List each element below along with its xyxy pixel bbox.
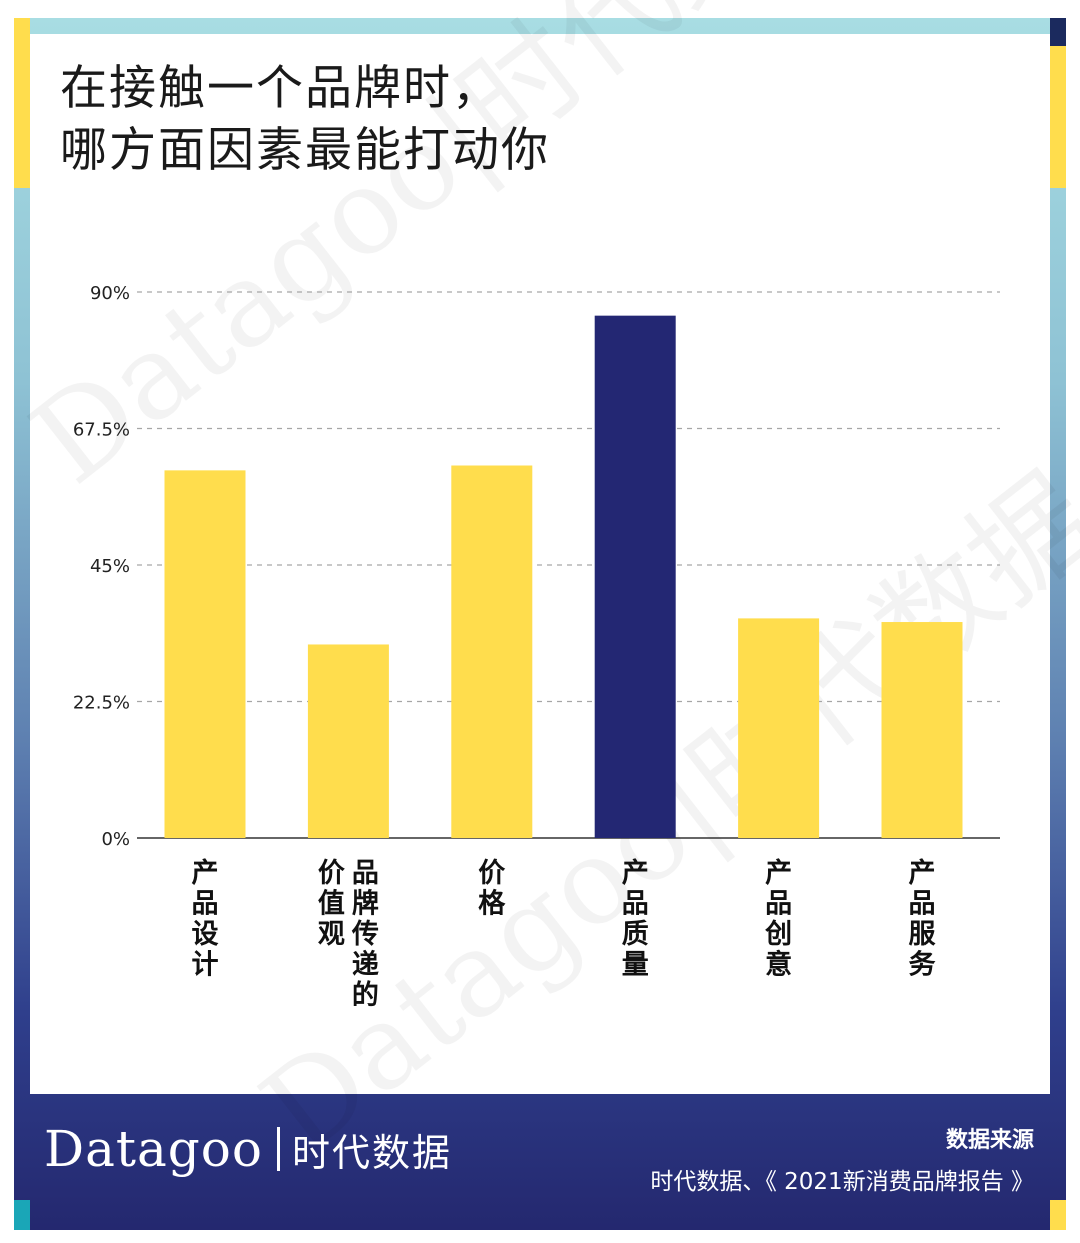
x-tick-label: 产 (765, 858, 792, 889)
x-tick-label: 递 (352, 949, 379, 981)
x-tick-label: 品 (765, 889, 792, 920)
x-tick-label: 品 (192, 889, 219, 920)
x-tick-label: 量 (622, 950, 649, 981)
x-tick-label: 创 (764, 919, 792, 950)
bar (881, 622, 963, 838)
x-tick-label: 服 (909, 919, 937, 950)
y-tick-label: 22.5% (73, 693, 130, 714)
bar (738, 618, 820, 838)
logo-text-en: Datagoo (44, 1120, 264, 1178)
source-title: 数据来源 (945, 1128, 1034, 1153)
bar (451, 465, 533, 838)
x-tick-label: 格 (478, 889, 506, 920)
y-tick-label: 67.5% (73, 420, 130, 441)
yellow-accent-top-left (14, 18, 30, 188)
chart-title: 在接触一个品牌时， 哪方面因素最能打动你 (60, 58, 550, 182)
x-tick-label: 的 (352, 979, 379, 1011)
logo-text-cn: 时代数据 (292, 1130, 453, 1175)
source-text: 时代数据、《 2021新消费品牌报告 》 (650, 1169, 1034, 1195)
x-tick-label: 值 (318, 889, 345, 920)
x-tick-label: 质 (622, 919, 649, 950)
navy-accent-top-right (1050, 18, 1066, 46)
x-tick-label: 品 (352, 858, 379, 889)
bar (594, 315, 676, 838)
x-tick-label: 牌 (352, 889, 379, 920)
x-tick-label: 意 (765, 949, 792, 981)
x-tick-label: 产 (909, 858, 936, 889)
datagoo-logo: Datagoo 时代数据 (44, 1120, 452, 1178)
yellow-accent-right (1050, 46, 1066, 188)
x-tick-label: 产 (192, 858, 219, 889)
x-tick-label: 务 (909, 950, 936, 981)
y-tick-label: 90% (90, 283, 130, 304)
logo-separator (277, 1127, 281, 1171)
x-tick-label: 品 (909, 889, 936, 920)
x-tick-label: 价 (318, 858, 346, 889)
x-tick-label: 价 (478, 858, 506, 889)
yellow-accent-bottom-right (1050, 1200, 1066, 1230)
x-tick-label: 品 (622, 889, 649, 920)
y-tick-label: 45% (90, 556, 130, 577)
y-tick-label: 0% (101, 829, 130, 850)
x-tick-label: 设 (192, 919, 219, 950)
x-tick-label: 计 (192, 950, 219, 981)
title-line-2: 哪方面因素最能打动你 (60, 123, 550, 178)
bar (307, 644, 389, 838)
teal-accent-bottom-left (14, 1200, 30, 1230)
data-source: 数据来源 时代数据、《 2021新消费品牌报告 》 (650, 1122, 1034, 1196)
title-line-1: 在接触一个品牌时， (60, 61, 501, 116)
x-tick-label: 观 (318, 919, 345, 950)
x-tick-label: 传 (351, 919, 379, 950)
x-tick-label: 产 (622, 858, 649, 889)
bar (164, 470, 246, 838)
